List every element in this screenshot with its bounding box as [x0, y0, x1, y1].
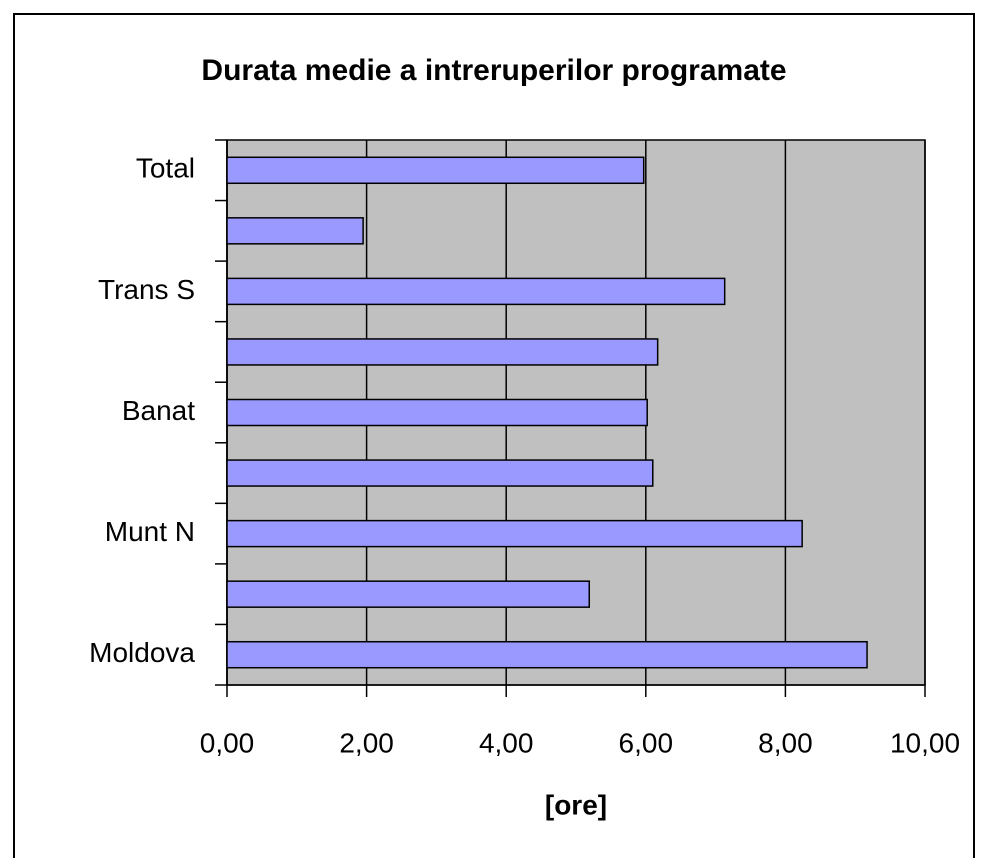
bar: [226, 580, 591, 608]
frame: [13, 13, 975, 858]
x-axis-label: [ore]: [545, 789, 607, 820]
x-tick-label: 10,00: [890, 727, 960, 758]
x-tick-label: 4,00: [479, 727, 534, 758]
x-tick-label: 2,00: [339, 727, 394, 758]
y-tick-label: Total: [136, 153, 195, 184]
bar: [226, 398, 648, 427]
chart-title: Durata medie a intreruperilor programate: [201, 54, 786, 87]
y-tick-label: Munt N: [105, 516, 195, 547]
x-tick-label: 6,00: [619, 727, 674, 758]
bar: [226, 277, 726, 306]
bar: [226, 459, 654, 487]
x-tick-label: 0,00: [200, 727, 255, 758]
bar: [226, 338, 659, 366]
bar: [226, 217, 364, 245]
bar: [226, 640, 868, 669]
y-tick-label: Trans S: [98, 274, 195, 305]
bar: [226, 519, 803, 548]
bar: [226, 156, 645, 185]
y-tick-label: Banat: [122, 395, 195, 426]
x-tick-label: 8,00: [758, 727, 813, 758]
y-tick-label: Moldova: [89, 637, 195, 668]
